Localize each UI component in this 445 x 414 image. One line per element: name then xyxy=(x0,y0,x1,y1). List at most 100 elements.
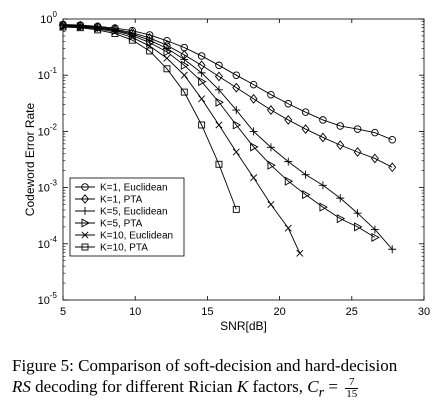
data-point-triangle-right xyxy=(146,38,155,48)
data-point-triangle-right xyxy=(215,97,224,107)
data-point-triangle-right xyxy=(180,60,190,70)
data-point-triangle-right xyxy=(163,47,172,57)
data-point-square xyxy=(232,205,240,213)
data-point-diamond xyxy=(318,132,327,143)
caption-mid: decoding for different Rician xyxy=(30,377,237,396)
y-tick-label: 10-4 xyxy=(38,235,58,251)
data-point-circle xyxy=(197,52,206,60)
data-point-circle xyxy=(215,61,223,70)
data-point-circle xyxy=(353,125,362,133)
data-point-plus xyxy=(249,127,258,136)
legend-label: K=5, PTA xyxy=(100,219,143,230)
data-point-triangle-right xyxy=(267,160,276,170)
data-point-x xyxy=(198,95,206,103)
data-point-diamond xyxy=(353,147,362,157)
data-point-diamond xyxy=(388,162,397,173)
data-point-x xyxy=(296,249,304,257)
data-point-plus xyxy=(370,225,379,234)
data-point-diamond xyxy=(249,93,258,104)
caption-line-1: Figure 5: Comparison of soft-decision an… xyxy=(12,356,398,375)
data-point-x xyxy=(215,121,223,129)
legend-marker-plus xyxy=(81,207,89,215)
data-point-diamond xyxy=(370,153,379,164)
legend-label: K=10, Euclidean xyxy=(100,231,173,242)
data-point-triangle-right xyxy=(319,202,328,212)
y-tick-label: 10-5 xyxy=(38,291,58,307)
data-point-x xyxy=(267,200,275,209)
data-point-triangle-right xyxy=(284,176,294,186)
data-point-triangle-right xyxy=(354,222,363,232)
data-point-circle xyxy=(301,108,310,116)
y-tick-label: 10-2 xyxy=(38,122,58,138)
legend-label: K=5, Euclidean xyxy=(100,207,168,218)
x-tick-label: 30 xyxy=(418,306,430,318)
data-point-triangle-right xyxy=(250,142,259,152)
data-point-diamond xyxy=(284,115,293,125)
series-6 xyxy=(59,23,240,213)
figure: 5 10 15 20 25 30 100 10-1 10-2 10-3 10-4 10-5 SNR[dB… xyxy=(23,10,430,333)
data-point-x xyxy=(284,224,292,232)
caption-equals: = xyxy=(324,377,343,396)
data-point-x xyxy=(232,148,240,156)
legend-marker-x xyxy=(81,231,89,239)
y-tick-label: 10-3 xyxy=(38,179,58,195)
legend-marker-circle xyxy=(81,183,89,191)
y-axis-title: Codeword Error Rate xyxy=(23,102,37,216)
legend-marker-square xyxy=(81,243,89,251)
data-point-plus xyxy=(214,85,223,94)
data-point-square xyxy=(146,47,154,55)
data-point-diamond xyxy=(214,71,223,82)
figure-caption: Figure 5: Comparison of soft-decision an… xyxy=(12,355,437,403)
data-point-circle xyxy=(284,100,293,108)
data-point-square xyxy=(59,23,67,31)
y-tick-label: 10-1 xyxy=(38,66,58,82)
data-point-x xyxy=(180,71,188,79)
plot-area xyxy=(62,18,425,301)
data-point-square xyxy=(163,65,171,73)
caption-cr: C xyxy=(307,377,319,396)
caption-cr-sub: r xyxy=(318,384,325,401)
y-tick-label: 100 xyxy=(40,10,57,26)
data-point-diamond xyxy=(301,124,310,134)
x-tick-label: 15 xyxy=(201,306,213,318)
x-tick-label: 5 xyxy=(60,306,66,318)
data-point-diamond xyxy=(232,82,241,93)
data-point-circle xyxy=(371,128,379,137)
data-point-circle xyxy=(336,122,344,130)
data-point-plus xyxy=(318,181,327,190)
data-point-square xyxy=(94,26,102,34)
data-point-circle xyxy=(232,71,241,79)
caption-rs: RS xyxy=(12,377,31,396)
data-point-plus xyxy=(301,170,310,179)
data-point-plus xyxy=(336,194,345,203)
legend-label: K=10, PTA xyxy=(100,243,148,254)
x-tick-label: 10 xyxy=(129,306,141,318)
data-point-plus xyxy=(266,143,275,152)
series-line xyxy=(62,26,237,210)
x-axis-title: SNR[dB] xyxy=(220,319,267,333)
caption-k: K xyxy=(236,377,249,396)
data-point-circle xyxy=(267,90,275,99)
data-point-plus xyxy=(388,245,397,254)
data-point-diamond xyxy=(336,140,345,151)
data-point-square xyxy=(111,30,119,38)
caption-frac-num: 7 xyxy=(345,376,359,389)
data-point-plus xyxy=(180,55,189,64)
data-point-square xyxy=(215,160,223,168)
legend-label: K=1, Euclidean xyxy=(100,183,168,194)
data-point-square xyxy=(198,121,206,129)
data-point-plus xyxy=(197,68,206,77)
data-point-triangle-right xyxy=(336,214,346,224)
caption-frac-den: 15 xyxy=(346,387,358,400)
caption-fraction: 7 15 xyxy=(345,376,359,400)
data-point-plus xyxy=(353,209,362,218)
data-point-triangle-right xyxy=(198,77,207,87)
caption-line-2: RS decoding for different Rician K facto… xyxy=(12,376,437,403)
data-point-circle xyxy=(163,37,171,45)
legend-marker-diamond xyxy=(81,194,89,204)
data-point-plus xyxy=(284,157,293,166)
codeword-error-rate-chart: 5 10 15 20 25 30 100 10-1 10-2 10-3 10-4 10-5 SNR[dB… xyxy=(23,10,430,333)
data-point-triangle-right xyxy=(302,190,311,200)
data-point-circle xyxy=(249,80,258,89)
